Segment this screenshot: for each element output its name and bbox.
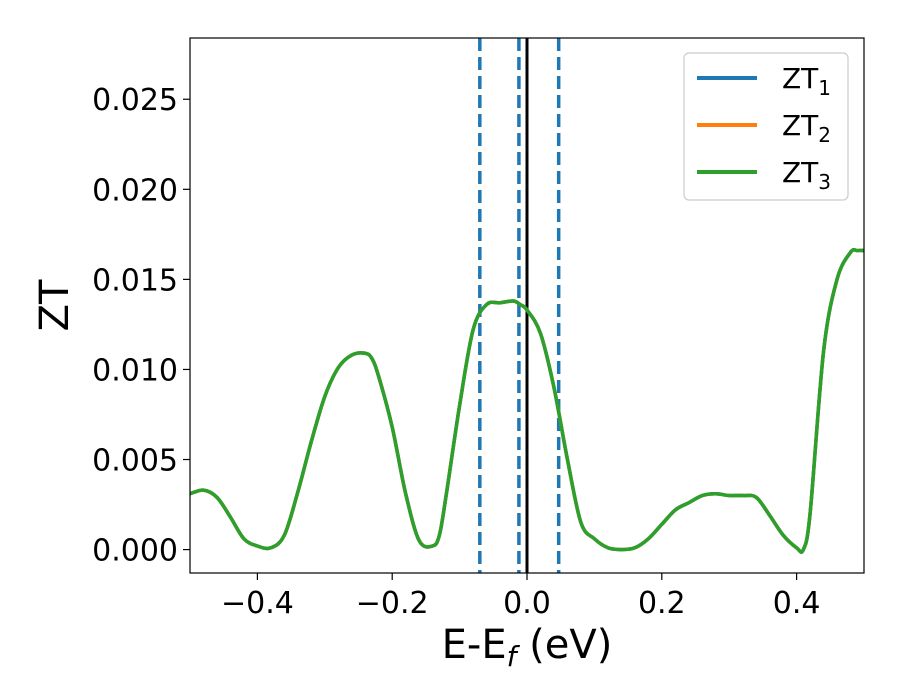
legend-box (683, 52, 849, 201)
x-tick-label: −0.4 (221, 586, 294, 621)
x-tick-label: −0.2 (356, 586, 429, 621)
legend: ZT1 ZT2 ZT3 (683, 52, 849, 201)
y-tick-label: 0.020 (92, 173, 178, 208)
x-tick-label: 0.4 (773, 586, 821, 621)
legend-label-zt3: ZT3 (782, 156, 831, 194)
y-tick-label: 0.010 (92, 353, 178, 388)
y-tick-label: 0.005 (92, 444, 178, 479)
plot-area (190, 38, 864, 573)
y-tick-label: 0.000 (92, 534, 178, 569)
x-axis-label: E-Ef (eV) (442, 622, 613, 673)
y-tick-label: 0.025 (92, 83, 178, 118)
x-tick-label: 0.0 (503, 586, 551, 621)
legend-label-zt2: ZT2 (782, 109, 831, 147)
y-axis-label: ZT (32, 279, 78, 331)
y-tick-label: 0.015 (92, 263, 178, 298)
series-line-zt3 (190, 248, 864, 554)
x-tick-label: 0.2 (638, 586, 686, 621)
legend-label-zt1: ZT1 (782, 62, 831, 100)
